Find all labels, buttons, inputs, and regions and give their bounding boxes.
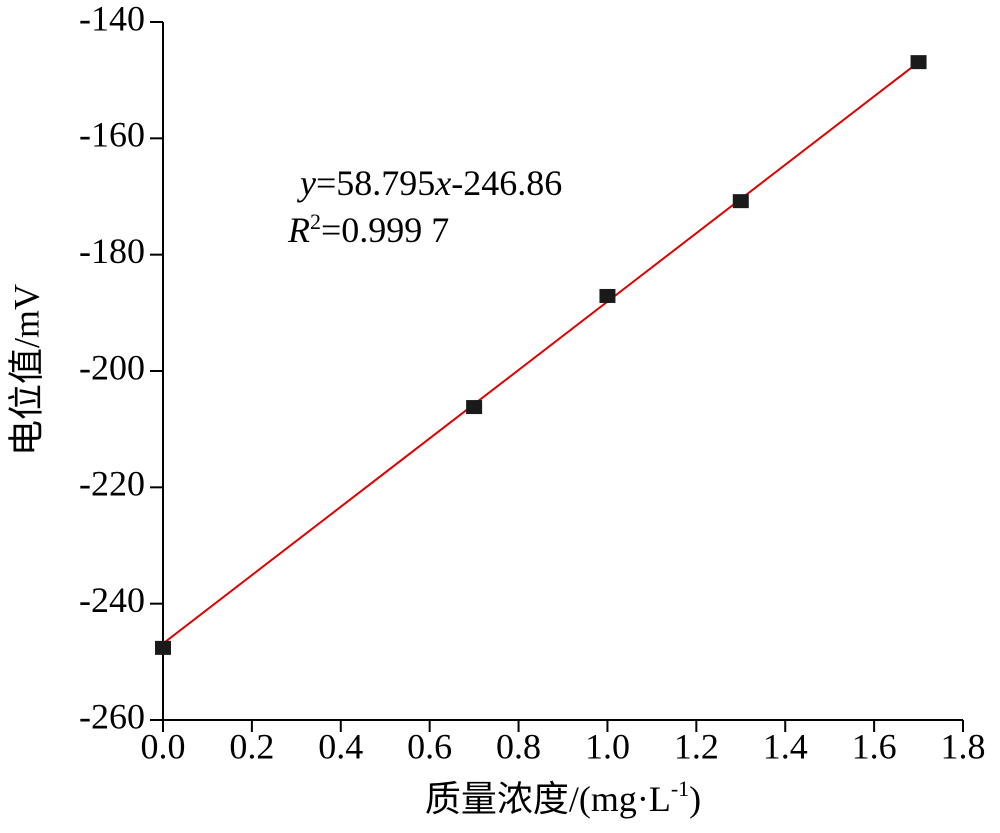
- point: [599, 288, 616, 303]
- fit-line: [162, 61, 920, 645]
- x-tick-label: 0.6: [407, 726, 452, 766]
- point: [466, 400, 483, 415]
- equation-part: x: [434, 163, 451, 203]
- r-squared: R2=0.999 7: [287, 209, 449, 250]
- y-tick-label: -240: [79, 580, 145, 620]
- equation-part: -246.86: [451, 163, 562, 203]
- equation-part: =58.795: [316, 163, 435, 203]
- y-tick-label: -140: [79, 0, 145, 38]
- x-tick-label: 1.4: [763, 726, 808, 766]
- point: [732, 194, 749, 209]
- y-tick-label: -180: [79, 231, 145, 271]
- point: [155, 640, 171, 655]
- x-tick-label: 0.4: [318, 726, 363, 766]
- x-tick-label: 0.2: [229, 726, 274, 766]
- r2-part: =0.999 7: [321, 210, 449, 250]
- x-tick-label: 0.0: [141, 726, 186, 766]
- y-tick-label: -160: [79, 115, 145, 155]
- x-tick-label: 1.8: [941, 726, 986, 766]
- x-axis-label: 质量浓度/(mg·L-1): [425, 776, 701, 819]
- y-tick-label: -220: [79, 464, 145, 504]
- x-axis-label-part: ): [689, 779, 701, 819]
- equation-part: y: [297, 163, 316, 203]
- y-tick-label: -260: [79, 696, 145, 736]
- x-tick-label: 1.0: [585, 726, 630, 766]
- r2-part: R: [287, 210, 310, 250]
- y-tick-label: -200: [79, 347, 145, 387]
- equation: y=58.795x-246.86: [297, 163, 562, 203]
- x-axis-label-part: 质量浓度/(mg·L: [425, 779, 671, 819]
- point: [910, 55, 927, 70]
- x-tick-label: 1.6: [852, 726, 897, 766]
- y-axis-label: 电位值/mV: [6, 284, 46, 456]
- x-axis-label-sup: -1: [671, 776, 689, 801]
- x-tick-label: 0.8: [496, 726, 541, 766]
- r2-sup: 2: [310, 209, 321, 234]
- x-tick-label: 1.2: [674, 726, 719, 766]
